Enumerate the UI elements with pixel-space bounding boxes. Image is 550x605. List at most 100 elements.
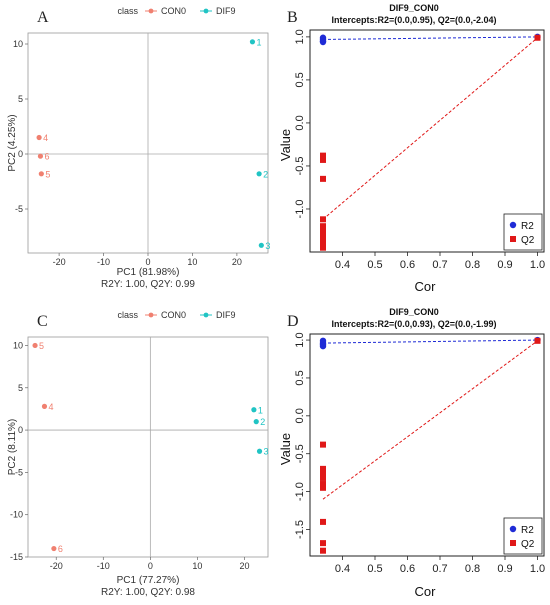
q2-point	[320, 547, 326, 554]
q2-point	[534, 34, 541, 41]
point-label: 6	[44, 152, 49, 162]
legend-label: Q2	[521, 539, 535, 550]
data-point	[251, 407, 257, 413]
regression-line-r2	[322, 339, 538, 344]
x-tick-label: 0.8	[465, 259, 480, 271]
y-tick-label: -1.0	[294, 199, 306, 218]
legend-label: DIF9	[216, 310, 236, 320]
x-tick-label: -10	[97, 561, 110, 571]
legend-label: CON0	[161, 6, 186, 16]
y-tick-label: 0.0	[294, 408, 306, 423]
r2-point	[319, 337, 327, 345]
y-tick-label: -1.0	[294, 482, 306, 501]
y-tick-label: 0	[18, 425, 23, 435]
regression-line-q2	[322, 37, 538, 220]
q2-point	[320, 152, 326, 159]
legend-marker	[203, 312, 209, 318]
y-tick-label: 1.0	[294, 332, 306, 347]
x-tick-label: 0	[145, 257, 150, 267]
point-label: 5	[45, 169, 50, 179]
data-point	[37, 153, 44, 159]
x-tick-label: 0.6	[400, 563, 415, 575]
panel-letter-b: B	[287, 9, 298, 26]
chart-subtitle: Intercepts:R2=(0.0,0.95), Q2=(0.0,-2.04)	[331, 15, 496, 25]
legend-marker	[148, 8, 154, 14]
chart-subtitle: Intercepts:R2=(0.0,0.93), Q2=(0.0,-1.99)	[331, 319, 496, 329]
y-tick-label: 5	[18, 94, 23, 104]
x-tick-label: 20	[232, 257, 242, 267]
x-tick-label: -10	[97, 257, 110, 267]
x-tick-label: 0.7	[432, 259, 447, 271]
legend-label: Q2	[521, 235, 535, 246]
point-label: 4	[43, 133, 48, 143]
legend-marker-r2	[509, 221, 517, 229]
legend-marker-q2	[510, 236, 516, 242]
r2-point	[319, 38, 327, 46]
point-label: 1	[258, 405, 263, 415]
x-axis-label: PC1 (81.98%)	[117, 267, 180, 278]
data-point	[256, 448, 263, 454]
q2-point	[320, 540, 326, 547]
x-tick-label: 10	[187, 257, 197, 267]
x-tick-label: 1.0	[530, 259, 545, 271]
q2-point	[320, 175, 326, 182]
legend-label: R2	[521, 525, 534, 536]
x-tick-label: 0.8	[465, 563, 480, 575]
x-tick-label: 10	[192, 561, 202, 571]
point-label: 5	[39, 341, 44, 351]
q2-point	[320, 518, 326, 525]
y-tick-label: 0.5	[294, 370, 306, 385]
y-axis-label: PC2 (4.25%)	[7, 114, 18, 171]
data-point	[258, 242, 264, 248]
legend-label: DIF9	[216, 6, 236, 16]
q2-point	[320, 231, 326, 238]
legend-label: CON0	[161, 310, 186, 320]
subtitle: R2Y: 1.00, Q2Y: 0.98	[101, 587, 195, 598]
chart-title: DIF9_CON0	[389, 307, 439, 317]
q2-point	[320, 474, 326, 481]
point-label: 1	[256, 37, 261, 47]
data-point	[256, 171, 262, 177]
x-tick-label: 20	[239, 561, 249, 571]
y-tick-label: 10	[13, 340, 23, 350]
legend-marker	[148, 312, 154, 318]
q2-point	[320, 441, 326, 448]
plot-frame	[309, 333, 545, 557]
y-tick-label: 0.5	[294, 72, 306, 87]
x-tick-label: -20	[53, 257, 66, 267]
panel-a-pca-plot: A class CON0 DIF9 -20 -10 0 10 20 -5 0 5 10 4 6 5 1 2 3…	[7, 6, 270, 290]
y-axis-label: Value	[278, 129, 293, 161]
data-point	[51, 545, 57, 552]
x-tick-label: 0.7	[432, 563, 447, 575]
q2-point	[320, 223, 326, 230]
y-tick-label: -10	[10, 510, 23, 520]
panel-d-permutation-plot: D DIF9_CON0 Intercepts:R2=(0.0,0.93), Q2…	[278, 307, 545, 599]
data-point	[249, 39, 256, 45]
point-label: 2	[260, 417, 265, 427]
y-tick-label: -1.5	[294, 520, 306, 539]
q2-point	[320, 469, 326, 476]
legend-label: R2	[521, 221, 534, 232]
q2-point	[320, 240, 326, 247]
y-tick-label: 10	[13, 39, 23, 49]
data-point	[41, 403, 48, 409]
y-tick-label: -5	[15, 204, 23, 214]
data-point	[32, 342, 38, 349]
y-tick-label: -5	[15, 467, 23, 477]
legend-marker	[203, 8, 209, 14]
y-tick-label: 0	[18, 149, 23, 159]
y-tick-label: -0.5	[294, 444, 306, 463]
plot-frame	[27, 336, 269, 558]
panel-letter-d: D	[287, 313, 299, 330]
q2-point	[320, 236, 326, 243]
q2-point	[534, 337, 541, 344]
panel-letter-a: A	[37, 9, 49, 26]
q2-point	[320, 484, 326, 491]
y-tick-label: 0.0	[294, 115, 306, 130]
chart-title: DIF9_CON0	[389, 3, 439, 13]
x-tick-label: 0	[148, 561, 153, 571]
panel-b-permutation-plot: B DIF9_CON0 Intercepts:R2=(0.0,0.95), Q2…	[278, 3, 545, 294]
point-label: 2	[263, 169, 268, 179]
q2-point	[320, 227, 326, 234]
